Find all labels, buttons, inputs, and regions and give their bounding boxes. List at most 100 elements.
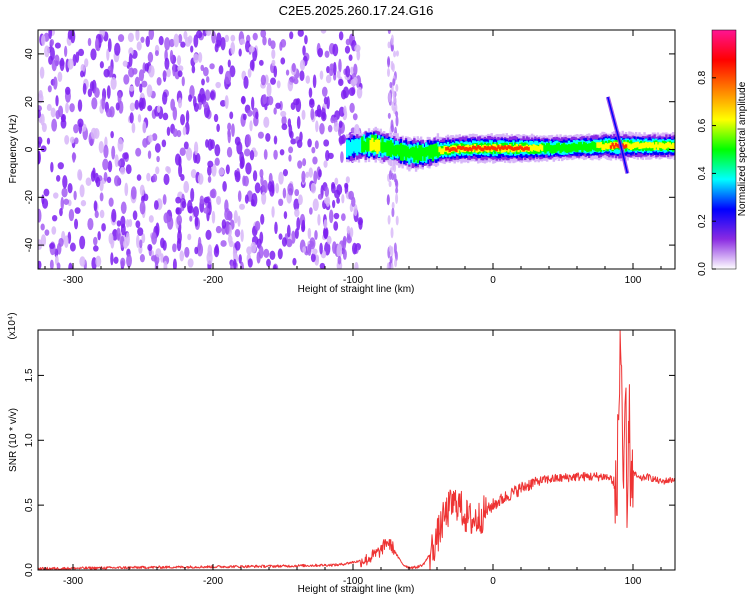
- heatmap-cell: [319, 70, 324, 80]
- heatmap-cell: [352, 140, 356, 152]
- heatmap-cell: [135, 30, 140, 41]
- heatmap-cell: [387, 214, 391, 225]
- heatmap-cell: [472, 145, 475, 150]
- heatmap-cell: [162, 194, 167, 205]
- heatmap-cell: [264, 103, 268, 111]
- heatmap-cell: [310, 253, 316, 263]
- heatmap-cell: [77, 99, 83, 112]
- heatmap-cell: [211, 163, 217, 177]
- heatmap-cell: [238, 254, 242, 264]
- heatmap-cell: [151, 231, 158, 245]
- heatmap-cell: [379, 142, 382, 152]
- heatmap-cell: [216, 195, 222, 205]
- heatmap-cell: [85, 177, 92, 186]
- heatmap-cell: [519, 145, 522, 149]
- heatmap-cell: [353, 63, 358, 76]
- heatmap-cell: [413, 147, 416, 163]
- heatmap-cell: [114, 42, 121, 56]
- heatmap-cell: [93, 245, 99, 252]
- heatmap-cell: [63, 235, 69, 248]
- heatmap-cell: [287, 183, 294, 196]
- heatmap-cell: [348, 190, 354, 200]
- heatmap-cell: [314, 140, 319, 150]
- heatmap-cell: [325, 149, 330, 162]
- heatmap-cell: [487, 146, 490, 150]
- heatmap-cell: [549, 144, 552, 154]
- heatmap-cell: [539, 144, 542, 150]
- heatmap-cell: [194, 246, 199, 255]
- heatmap-cell: [87, 88, 93, 98]
- heatmap-cell: [252, 32, 258, 41]
- heatmap-cell: [604, 142, 608, 149]
- heatmap-cell: [500, 146, 503, 153]
- heatmap-cell: [395, 115, 399, 127]
- heatmap-cell: [164, 57, 170, 70]
- heatmap-cell: [136, 41, 142, 51]
- heatmap-cell: [537, 146, 540, 152]
- heatmap-cell: [125, 164, 132, 175]
- heatmap-cell: [38, 136, 43, 145]
- heatmap-cell: [598, 142, 601, 149]
- x-tick-label: -300: [63, 576, 83, 587]
- heatmap-cell: [196, 30, 203, 39]
- heatmap-cell: [38, 150, 41, 164]
- heatmap-cell: [151, 133, 158, 141]
- heatmap-cell: [666, 141, 670, 148]
- heatmap-cell: [46, 103, 52, 112]
- heatmap-cell: [93, 200, 98, 212]
- x-tick-label: -200: [203, 275, 223, 286]
- heatmap-cell: [193, 34, 199, 48]
- heatmap-cell: [321, 86, 328, 97]
- heatmap-cell: [270, 77, 276, 85]
- heatmap-cell: [263, 116, 270, 128]
- heatmap-cell: [660, 142, 663, 149]
- heatmap-cell: [293, 198, 300, 211]
- heatmap-cell: [567, 144, 571, 153]
- heatmap-cell: [92, 167, 96, 179]
- heatmap-cell: [340, 151, 344, 164]
- heatmap-cell: [446, 146, 450, 151]
- heatmap-cell: [215, 225, 222, 234]
- heatmap-cell: [148, 30, 155, 40]
- heatmap-cell: [314, 230, 318, 240]
- heatmap-cell: [73, 123, 79, 134]
- heatmap-cell: [460, 146, 463, 151]
- heatmap-cell: [58, 105, 64, 118]
- heatmap-cell: [228, 240, 234, 248]
- heatmap-cell: [411, 146, 414, 158]
- heatmap-streak: [607, 96, 629, 174]
- heatmap-cell: [177, 65, 184, 72]
- heatmap-cell: [377, 139, 381, 152]
- heatmap-cell: [155, 222, 160, 237]
- heatmap-cell: [224, 34, 230, 43]
- heatmap-cell: [514, 146, 517, 151]
- heatmap-cell: [334, 177, 339, 186]
- heatmap-cell: [134, 99, 140, 110]
- heatmap-cell: [465, 147, 468, 151]
- heatmap-cell: [142, 121, 147, 134]
- heatmap-cell: [393, 173, 397, 183]
- heatmap-cell: [147, 105, 153, 112]
- heatmap-cell: [304, 34, 308, 45]
- heatmap-cell: [205, 139, 209, 148]
- heatmap-cell: [227, 211, 233, 221]
- heatmap-cell: [389, 255, 393, 264]
- heatmap-cell: [391, 142, 394, 155]
- heatmap-cell: [46, 137, 51, 145]
- heatmap-cell: [502, 146, 505, 150]
- heatmap-cell: [209, 189, 216, 199]
- heatmap-cell: [117, 34, 125, 42]
- heatmap-cell: [601, 144, 604, 150]
- heatmap-cell: [648, 141, 651, 148]
- heatmap-cell: [116, 220, 122, 227]
- heatmap-cell: [424, 147, 428, 157]
- heatmap-cell: [391, 201, 395, 210]
- heatmap-cell: [671, 142, 675, 149]
- heatmap-cell: [450, 147, 453, 152]
- y-tick-label: 40: [24, 48, 35, 60]
- heatmap-cell: [623, 141, 626, 148]
- heatmap-cell: [260, 30, 267, 38]
- heatmap-cell: [129, 85, 135, 92]
- heatmap-cell: [260, 74, 266, 86]
- heatmap-cell: [58, 237, 64, 247]
